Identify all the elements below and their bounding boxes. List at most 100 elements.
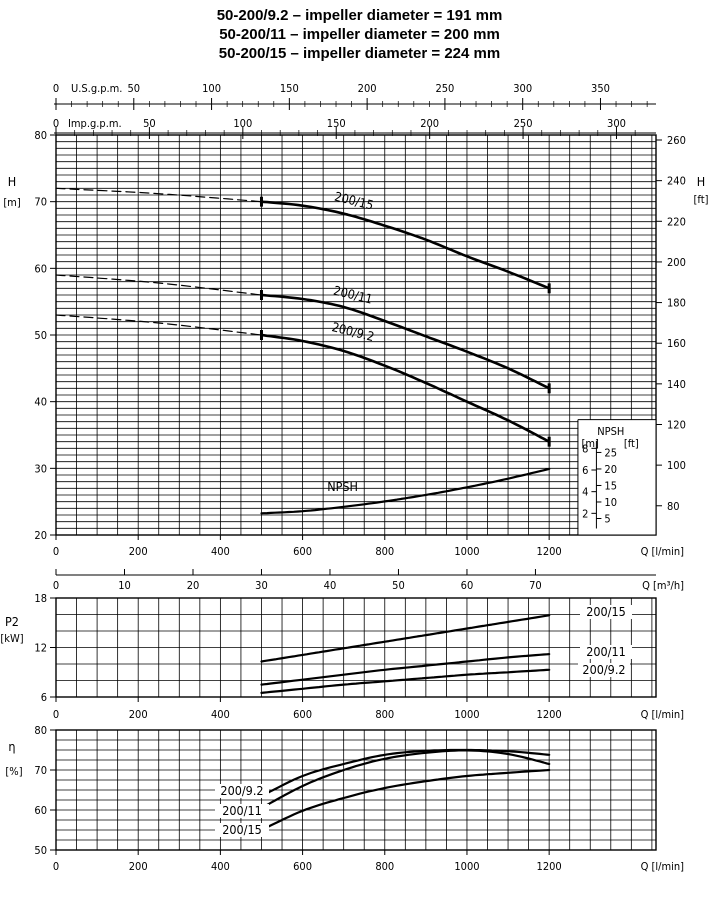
power-curve-label-200/11: 200/11 bbox=[586, 644, 626, 659]
npsh-scale-box bbox=[578, 419, 656, 535]
head-ft-tick-label: 100 bbox=[667, 459, 686, 472]
head-curve-dashed-200/11 bbox=[55, 274, 263, 296]
npsh-axis-unit-ft: [ft] bbox=[624, 437, 639, 450]
power-q-tick-label: 200 bbox=[129, 708, 148, 721]
eff-curve-200/11 bbox=[260, 749, 551, 810]
npsh-axis-unit-m: [m] bbox=[582, 437, 600, 450]
power-curve-200/15 bbox=[260, 614, 551, 663]
head-y-tick-label: 60 bbox=[34, 262, 47, 275]
head-q-tick-label: 0 bbox=[53, 545, 59, 558]
head-y-tick-label: 70 bbox=[34, 196, 47, 209]
eff-q-axis-label: Q [l/min] bbox=[641, 860, 685, 873]
head-curve-200/15 bbox=[260, 200, 551, 290]
eff-q-tick-label: 1200 bbox=[537, 860, 562, 873]
power-q-tick-label: 0 bbox=[53, 708, 59, 721]
operating-limit-marker bbox=[547, 436, 551, 447]
head-q-tick-label: 200 bbox=[129, 545, 148, 558]
usgpm-tick-label: 50 bbox=[127, 82, 140, 95]
eff-q-tick-label: 400 bbox=[211, 860, 230, 873]
usgpm-tick-label: 200 bbox=[358, 82, 377, 95]
head-ft-tick-label: 120 bbox=[667, 418, 686, 431]
m3h-tick-label: 10 bbox=[118, 579, 131, 592]
head-y-tick-label: 50 bbox=[34, 329, 47, 342]
title-line-1: 50-200/9.2 – impeller diameter = 191 mm bbox=[216, 7, 503, 24]
operating-limit-marker bbox=[547, 383, 551, 394]
head-curve-label-200/9.2: 200/9.2 bbox=[330, 319, 375, 344]
head-curve-label-200/11: 200/11 bbox=[332, 283, 374, 307]
operating-limit-marker bbox=[259, 196, 263, 207]
impgpm-zero-label: 0 bbox=[53, 117, 59, 130]
npsh-ft-tick-label: 25 bbox=[604, 446, 617, 459]
power-label-bg bbox=[580, 605, 632, 619]
usgpm-zero-label: 0 bbox=[53, 82, 59, 95]
head-curve-label-200/15: 200/15 bbox=[333, 189, 375, 213]
impgpm-tick-label: 300 bbox=[607, 117, 626, 130]
power-curve-200/11 bbox=[260, 653, 551, 686]
head-y-tick-label: 40 bbox=[34, 396, 47, 409]
m3h-axis-label: Q [m³/h] bbox=[642, 579, 684, 592]
npsh-m-tick-label: 4 bbox=[582, 486, 588, 499]
head-curve-dashed-200/9.2 bbox=[55, 314, 263, 336]
impgpm-tick-label: 250 bbox=[514, 117, 533, 130]
head-q-tick-label: 1200 bbox=[537, 545, 562, 558]
eff-curve-200/15 bbox=[260, 768, 551, 832]
eff-y-tick-label: 60 bbox=[34, 804, 47, 817]
power-axis-unit: [kW] bbox=[0, 632, 23, 645]
usgpm-axis-label: U.S.g.p.m. bbox=[71, 82, 122, 95]
power-label-bg bbox=[580, 645, 632, 659]
eff-label-bg bbox=[215, 784, 269, 798]
power-y-tick-label: 6 bbox=[41, 691, 47, 704]
operating-limit-marker bbox=[259, 290, 263, 300]
power-q-tick-label: 800 bbox=[375, 708, 394, 721]
eff-label-bg bbox=[215, 823, 269, 837]
title-line-2: 50-200/11 – impeller diameter = 200 mm bbox=[219, 26, 500, 43]
eff-y-tick-label: 50 bbox=[34, 844, 47, 857]
impgpm-axis-label: Imp.g.p.m. bbox=[68, 117, 122, 130]
eff-curve-label-200/9.2: 200/9.2 bbox=[220, 783, 263, 798]
usgpm-tick-label: 100 bbox=[202, 82, 221, 95]
title-line-3: 50-200/15 – impeller diameter = 224 mm bbox=[218, 45, 501, 62]
m3h-tick-label: 50 bbox=[392, 579, 405, 592]
head-ft-axis-label-h: H bbox=[697, 174, 705, 189]
eff-y-tick-label: 70 bbox=[34, 764, 47, 777]
npsh-ft-tick-label: 20 bbox=[604, 463, 617, 476]
usgpm-tick-label: 250 bbox=[435, 82, 454, 95]
head-q-tick-label: 1000 bbox=[454, 545, 479, 558]
grid-layer bbox=[50, 98, 662, 855]
power-q-axis-label: Q [l/min] bbox=[641, 708, 685, 721]
impgpm-tick-label: 50 bbox=[143, 117, 156, 130]
power-label-bg bbox=[578, 663, 630, 677]
m3h-tick-label: 70 bbox=[529, 579, 542, 592]
m3h-tick-label: 40 bbox=[324, 579, 337, 592]
curves-layer bbox=[55, 187, 551, 832]
usgpm-tick-label: 150 bbox=[280, 82, 299, 95]
head-y-tick-label: 30 bbox=[34, 462, 47, 475]
head-axis-label-unit: [m] bbox=[3, 196, 21, 209]
head-q-tick-label: 400 bbox=[211, 545, 230, 558]
head-curve-200/9.2 bbox=[260, 333, 551, 443]
power-curve-label-200/15: 200/15 bbox=[586, 604, 626, 619]
head-y-tick-label: 80 bbox=[34, 129, 47, 142]
npsh-curve bbox=[260, 467, 551, 515]
power-axis-label: P2 bbox=[5, 614, 19, 629]
impgpm-tick-label: 100 bbox=[233, 117, 252, 130]
power-q-tick-label: 1200 bbox=[537, 708, 562, 721]
eff-curve-label-200/15: 200/15 bbox=[222, 822, 262, 837]
power-q-tick-label: 400 bbox=[211, 708, 230, 721]
operating-limit-marker bbox=[259, 330, 263, 340]
npsh-axis-title: NPSH bbox=[597, 425, 624, 438]
power-q-tick-label: 600 bbox=[293, 708, 312, 721]
power-curve-200/9.2 bbox=[260, 668, 551, 694]
head-ft-tick-label: 160 bbox=[667, 337, 686, 350]
head-ft-tick-label: 180 bbox=[667, 297, 686, 310]
usgpm-tick-label: 300 bbox=[513, 82, 532, 95]
head-ft-tick-label: 80 bbox=[667, 500, 680, 513]
eff-q-tick-label: 0 bbox=[53, 860, 59, 873]
npsh-m-tick-label: 6 bbox=[582, 464, 588, 477]
m3h-tick-label: 60 bbox=[461, 579, 474, 592]
head-axis-label-h: H bbox=[8, 174, 16, 189]
npsh-ft-tick-label: 5 bbox=[604, 512, 610, 525]
power-curve-label-200/9.2: 200/9.2 bbox=[582, 662, 625, 677]
eff-y-tick-label: 80 bbox=[34, 724, 47, 737]
m3h-tick-label: 20 bbox=[187, 579, 200, 592]
